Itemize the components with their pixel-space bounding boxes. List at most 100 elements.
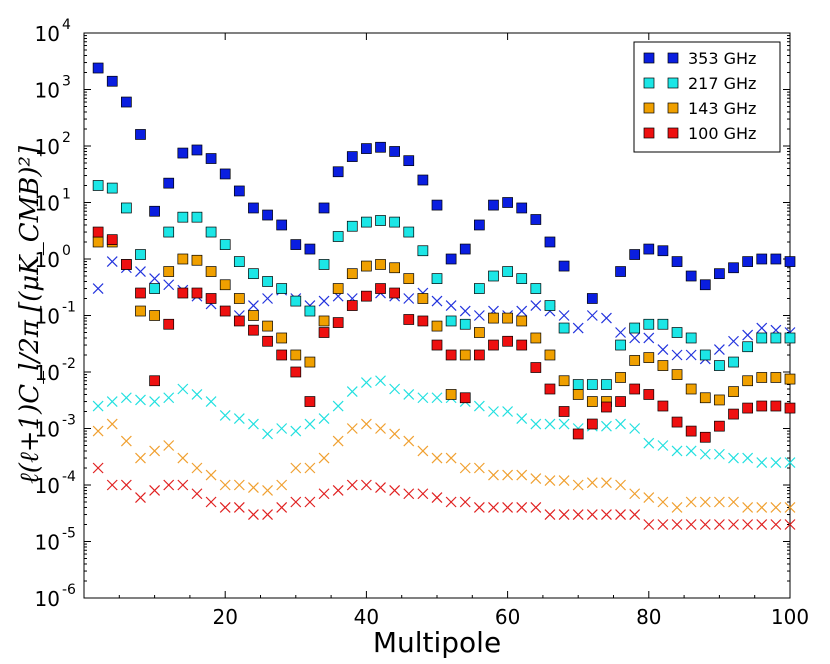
- point-217-ghz: [671, 327, 683, 338]
- point-143-ghz: [389, 262, 400, 274]
- point-217-ghz-noise: [657, 440, 669, 451]
- y-tick-base: 10: [35, 135, 60, 159]
- point-143-ghz-noise: [728, 496, 739, 508]
- point-217-ghz: [572, 379, 584, 390]
- point-100-ghz: [262, 335, 273, 347]
- point-143-ghz-noise: [657, 496, 669, 508]
- point-353-ghz: [233, 185, 245, 197]
- point-353-ghz: [459, 243, 471, 255]
- point-143-ghz: [714, 394, 725, 406]
- point-143-ghz-noise: [488, 469, 499, 481]
- point-143-ghz-noise: [290, 462, 302, 474]
- point-217-ghz: [516, 273, 528, 284]
- point-143-ghz-noise: [629, 488, 641, 500]
- point-100-ghz-noise: [120, 479, 132, 491]
- point-143-ghz-noise: [685, 496, 697, 508]
- point-100-ghz-noise: [784, 519, 796, 530]
- point-143-ghz: [205, 266, 217, 277]
- point-100-ghz: [445, 349, 457, 361]
- point-353-ghz-noise: [106, 256, 118, 268]
- point-100-ghz-noise: [643, 519, 655, 530]
- point-353-ghz: [163, 177, 175, 189]
- point-217-ghz-noise: [375, 375, 386, 387]
- y-tick-base: 10: [35, 531, 60, 555]
- point-353-ghz: [332, 166, 344, 178]
- y-tick-base: 10: [35, 305, 60, 329]
- point-353-ghz: [135, 129, 146, 140]
- point-217-ghz: [290, 295, 302, 307]
- point-217-ghz-noise: [502, 406, 514, 417]
- point-217-ghz-noise: [304, 418, 316, 430]
- point-143-ghz: [375, 259, 386, 270]
- point-143-ghz-noise: [742, 502, 754, 513]
- point-143-ghz: [488, 312, 499, 324]
- y-tick-base: 10: [35, 474, 60, 498]
- point-217-ghz: [121, 202, 132, 214]
- point-100-ghz: [572, 428, 584, 440]
- y-tick-base: 10: [35, 192, 60, 216]
- point-100-ghz: [601, 401, 612, 413]
- point-217-ghz: [728, 356, 739, 368]
- point-100-ghz-noise: [488, 502, 499, 513]
- point-353-ghz: [191, 144, 203, 156]
- point-353-ghz: [770, 253, 782, 265]
- point-217-ghz: [685, 332, 697, 344]
- point-353-ghz: [417, 174, 429, 186]
- point-353-ghz-noise: [262, 293, 273, 304]
- data-marks: [92, 62, 796, 530]
- point-143-ghz: [403, 273, 415, 284]
- legend-swatch: [667, 102, 679, 114]
- point-100-ghz-noise: [516, 502, 528, 513]
- point-143-ghz-noise: [502, 469, 514, 481]
- point-217-ghz: [445, 315, 457, 327]
- point-100-ghz: [530, 362, 542, 373]
- point-100-ghz: [219, 305, 231, 317]
- point-217-ghz: [135, 249, 146, 260]
- point-100-ghz: [177, 287, 189, 299]
- point-217-ghz-noise: [558, 418, 570, 430]
- x-tick-label: 40: [354, 605, 379, 629]
- point-100-ghz: [304, 396, 316, 407]
- point-353-ghz-noise: [728, 335, 739, 347]
- point-217-ghz-noise: [389, 383, 401, 395]
- point-217-ghz: [318, 259, 330, 270]
- point-100-ghz: [643, 389, 655, 400]
- y-tick-label: 10: [35, 474, 60, 498]
- point-100-ghz-noise: [318, 488, 330, 500]
- point-100-ghz: [121, 259, 132, 270]
- legend-box: [633, 41, 781, 153]
- point-217-ghz-noise: [530, 418, 542, 430]
- point-143-ghz-noise: [544, 475, 556, 486]
- point-353-ghz: [756, 253, 768, 265]
- y-tick-base: 10: [35, 248, 60, 272]
- point-217-ghz: [403, 226, 415, 238]
- point-100-ghz-noise: [502, 502, 514, 513]
- point-353-ghz: [502, 197, 513, 208]
- point-100-ghz: [784, 402, 796, 414]
- legend-label: 143 GHz: [688, 99, 756, 118]
- legend-label: 353 GHz: [688, 49, 756, 68]
- point-217-ghz: [219, 239, 231, 250]
- y-tick-exponent: -6: [62, 582, 76, 598]
- point-217-ghz: [742, 341, 753, 353]
- point-143-ghz: [530, 332, 542, 344]
- point-143-ghz-noise: [713, 496, 725, 508]
- point-217-ghz-noise: [643, 437, 655, 449]
- point-143-ghz-noise: [233, 479, 245, 491]
- point-143-ghz-noise: [572, 479, 584, 491]
- point-353-ghz-noise: [615, 327, 626, 338]
- point-100-ghz-noise: [615, 509, 626, 520]
- point-100-ghz-noise: [417, 488, 429, 500]
- point-217-ghz-noise: [262, 428, 273, 440]
- point-143-ghz-noise: [530, 473, 542, 484]
- point-353-ghz: [121, 96, 132, 108]
- point-143-ghz-noise: [459, 462, 471, 474]
- legend-label: 217 GHz: [688, 74, 756, 93]
- point-143-ghz-noise: [346, 423, 358, 434]
- y-tick-exponent: -2: [62, 356, 76, 372]
- point-100-ghz-noise: [149, 485, 161, 496]
- point-143-ghz: [318, 315, 330, 327]
- point-217-ghz-noise: [713, 448, 725, 460]
- point-217-ghz-noise: [233, 413, 245, 424]
- point-100-ghz: [332, 317, 344, 328]
